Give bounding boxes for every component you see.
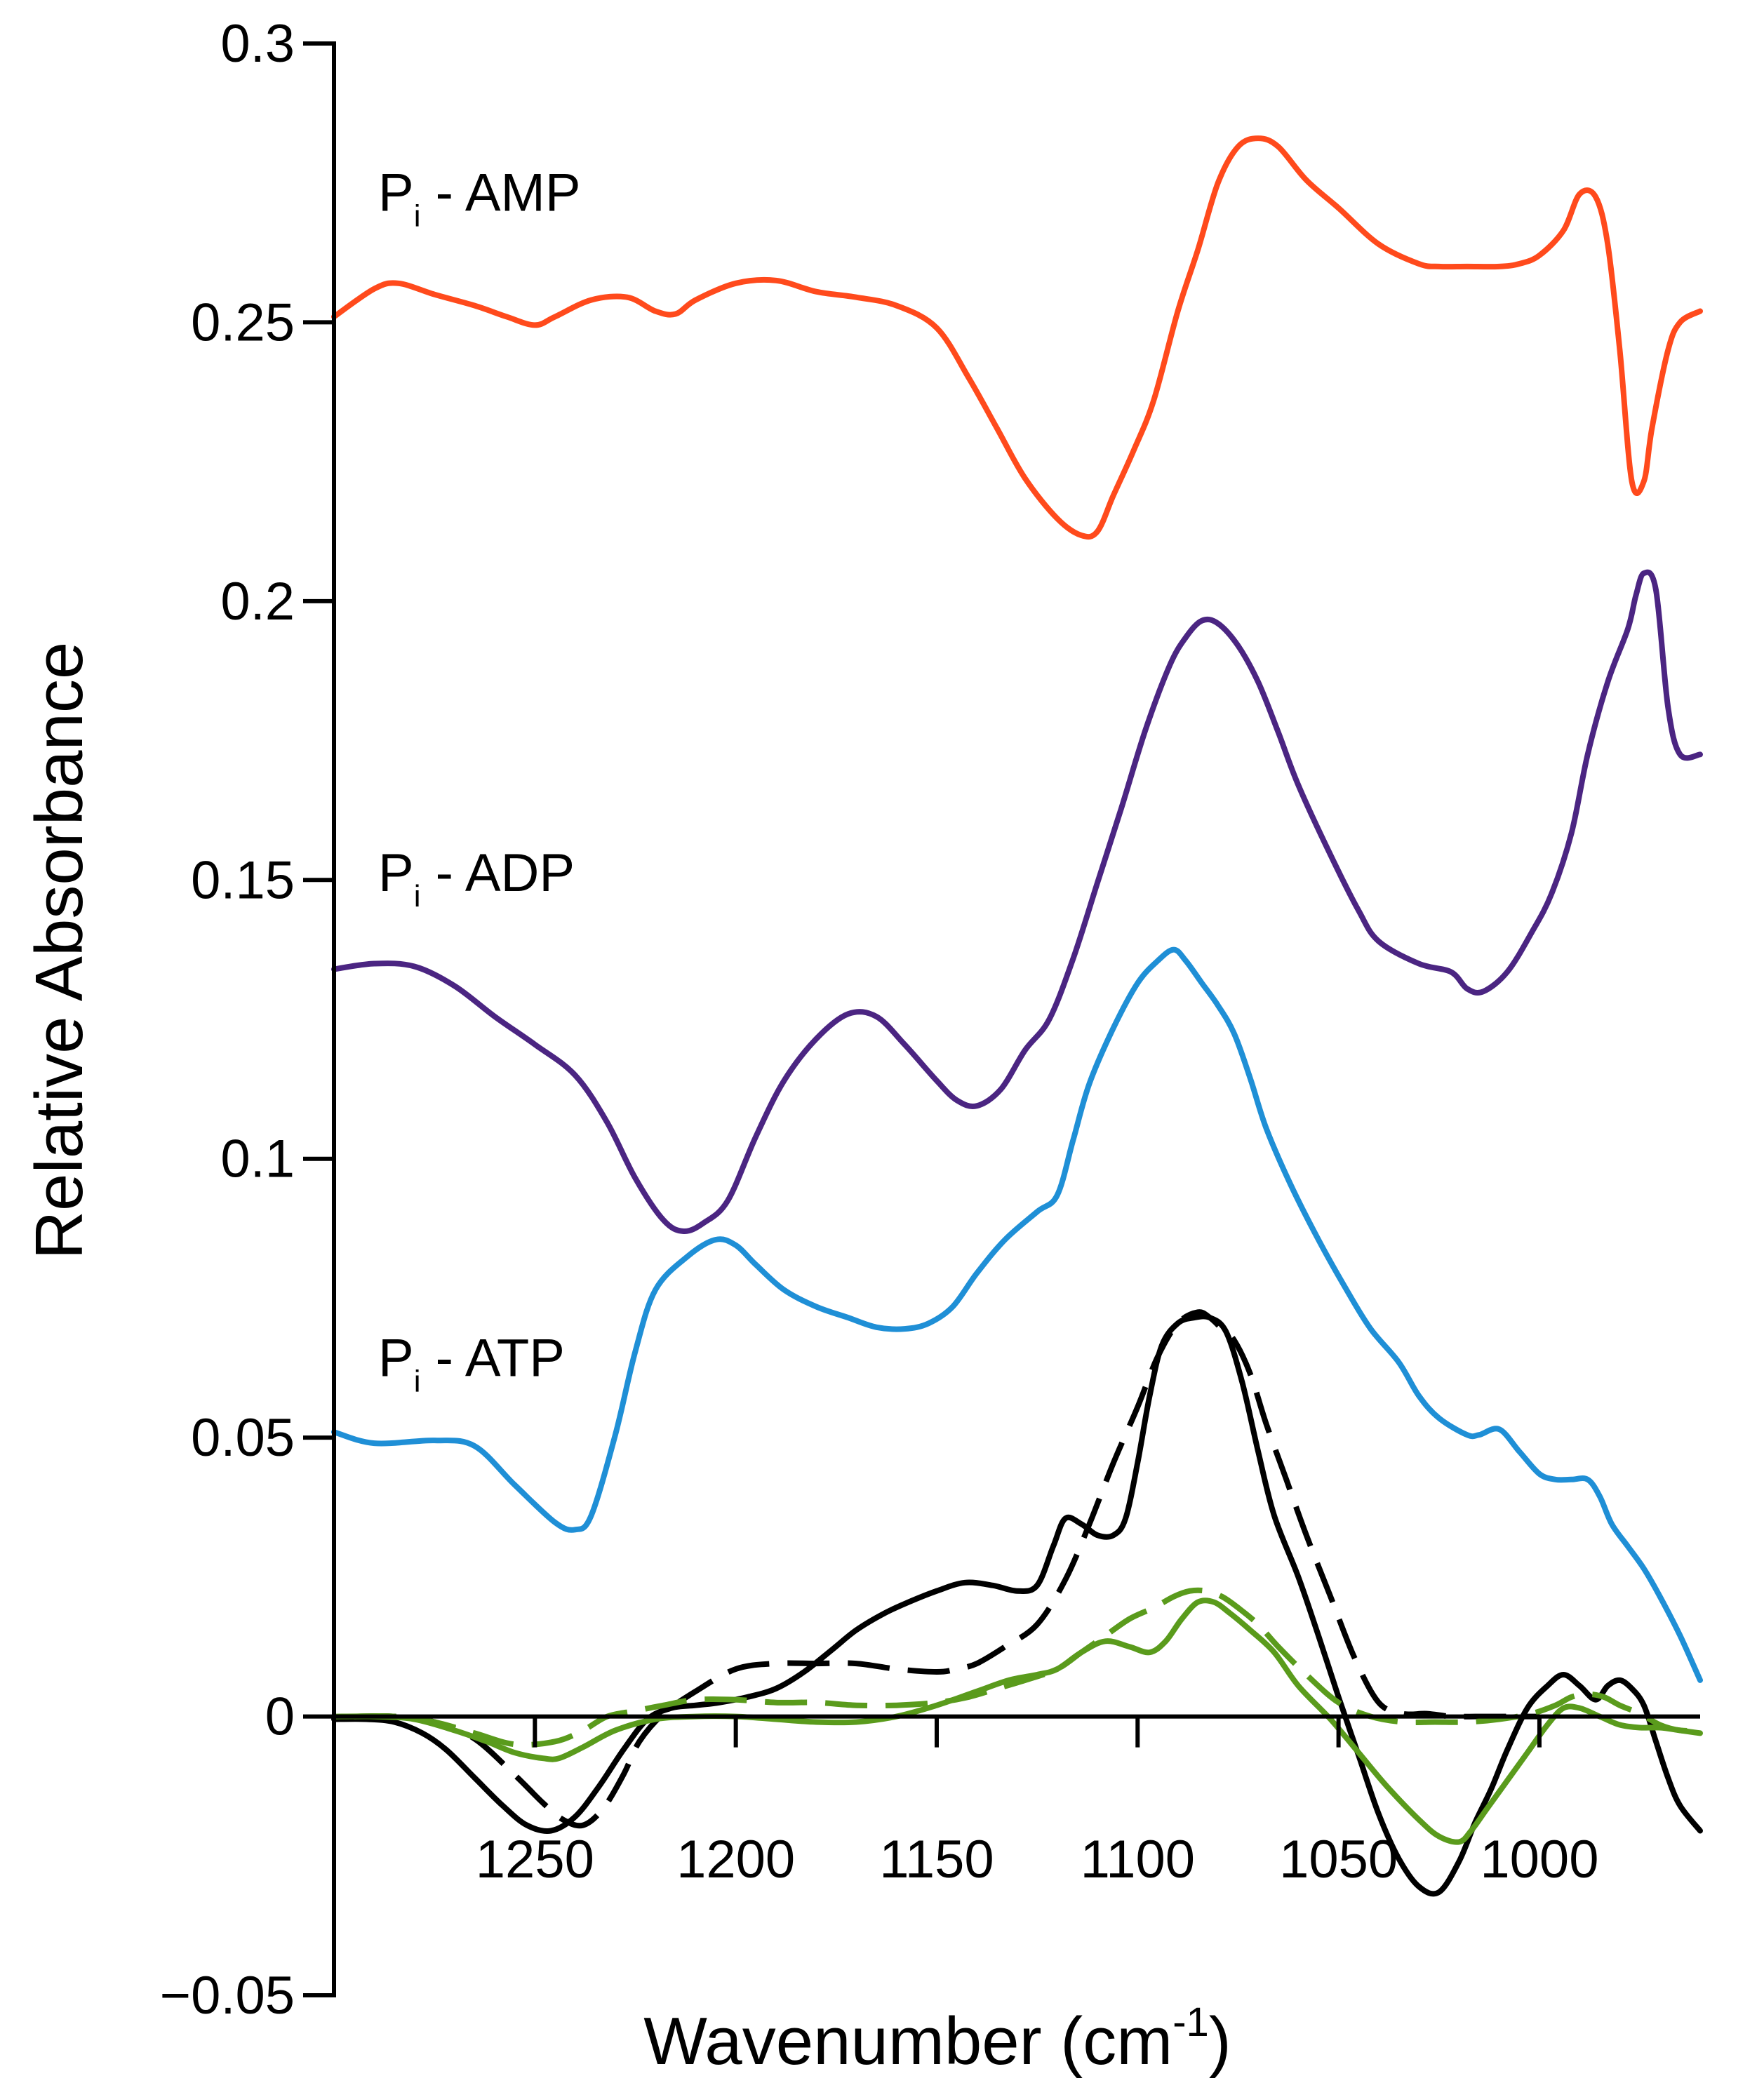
series-annotation-atp: Pi - ATP xyxy=(378,1329,565,1399)
x-axis-title-suffix: ) xyxy=(1209,2004,1231,2079)
series-line-black-solid xyxy=(331,1313,1703,1897)
x-axis-title-main: Wavenumber (cm xyxy=(643,2004,1172,2079)
x-tick-label: 1200 xyxy=(676,1830,795,1889)
annotation-main: P xyxy=(378,163,414,222)
annotation-sub: i xyxy=(414,1365,421,1399)
y-tick-label: 0.15 xyxy=(191,850,295,910)
series-line-pi-adp xyxy=(331,569,1703,1235)
series-line-pi-atp xyxy=(331,946,1703,1683)
y-tick-label: 0 xyxy=(265,1687,295,1747)
x-ticks: 1250 1200 1150 1100 1050 1000 xyxy=(476,1716,1598,1889)
axes-layer xyxy=(332,41,1700,1997)
y-tick-label: 0.2 xyxy=(220,572,295,631)
annotation-main: P xyxy=(378,843,414,903)
annotation-main: P xyxy=(378,1329,414,1388)
x-tick-label: 1000 xyxy=(1480,1830,1598,1889)
annotation-rest: - AMP xyxy=(420,163,580,222)
annotation-rest: - ADP xyxy=(420,843,575,903)
x-tick-label: 1100 xyxy=(1081,1830,1195,1889)
series-annotation-adp: Pi - ADP xyxy=(378,843,575,913)
y-axis-title: Relative Absorbance xyxy=(22,642,97,1260)
x-tick-label: 1150 xyxy=(879,1830,994,1889)
x-axis-title: Wavenumber (cm-1) xyxy=(643,1999,1231,2079)
series-line-pi-amp xyxy=(331,135,1703,540)
series-annotation-amp: Pi - AMP xyxy=(378,163,581,233)
y-ticks: −0.05 0 0.05 0.1 0.15 0.2 0.25 0.3 xyxy=(160,14,334,2025)
y-tick-label: −0.05 xyxy=(160,1966,295,2025)
y-tick-label: 0.05 xyxy=(191,1408,295,1468)
series-line-black-dashed xyxy=(354,1309,1539,1829)
y-tick-label: 0.1 xyxy=(220,1130,295,1189)
series-line-green-dashed xyxy=(354,1587,1701,1748)
annotation-sub: i xyxy=(414,199,421,233)
x-tick-label: 1250 xyxy=(476,1830,594,1889)
y-tick-label: 0.25 xyxy=(191,293,295,352)
y-tick-label: 0.3 xyxy=(220,14,295,74)
series-layer xyxy=(331,135,1703,1897)
series-line-green-solid xyxy=(331,1597,1703,1845)
annotation-rest: - ATP xyxy=(420,1329,565,1388)
annotation-sub: i xyxy=(414,879,421,913)
x-axis-title-sup: -1 xyxy=(1172,1999,1209,2045)
x-tick-label: 1050 xyxy=(1279,1830,1398,1889)
